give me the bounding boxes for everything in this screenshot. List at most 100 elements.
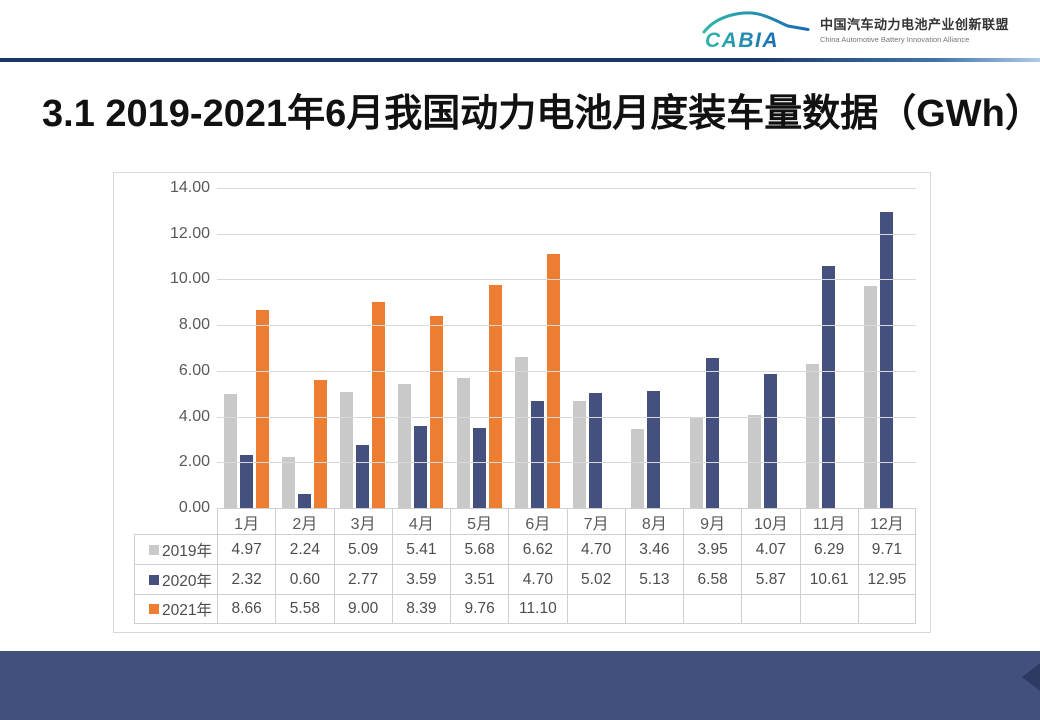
- value-cell-2021年-6月: 11.10: [508, 594, 567, 624]
- legend-cell-2021年: 2021年: [134, 594, 217, 624]
- bar-2020年-1月: [239, 454, 253, 508]
- month-header-cell: 1月: [217, 508, 276, 534]
- bar-2019年-10月: [747, 414, 761, 508]
- value-cell-2020年-11月: 10.61: [799, 564, 858, 594]
- plot-area: [217, 188, 916, 508]
- value-cell-2019年-12月: 9.71: [857, 534, 916, 564]
- bar-group-3月: [334, 188, 392, 508]
- value-cell-2020年-8月: 5.13: [624, 564, 683, 594]
- value-cell-2020年-2月: 0.60: [275, 564, 334, 594]
- value-cell-2020年-6月: 4.70: [508, 564, 567, 594]
- y-axis-tick-label: 8.00: [178, 316, 210, 334]
- value-cell-2019年-2月: 2.24: [275, 534, 334, 564]
- month-header-cell: 12月: [857, 508, 916, 534]
- y-axis-tick-label: 0.00: [178, 499, 210, 516]
- chart-frame: 0.00 2.00 4.00 6.00 8.00 10.00 12.00 14.00 1月 2月…: [113, 172, 931, 633]
- bar-2019年-5月: [456, 378, 470, 508]
- value-cell-2020年-5月: 3.51: [450, 564, 509, 594]
- legend-label-2020年: 2020年: [162, 572, 212, 590]
- gridline: [217, 370, 916, 372]
- value-cell-2020年-3月: 2.77: [333, 564, 392, 594]
- header-bar: CABIA 中国汽车动力电池产业创新联盟 China Automotive Ba…: [0, 0, 1040, 62]
- month-header-cell: 5月: [450, 508, 509, 534]
- footer-corner-triangle: [1022, 663, 1040, 691]
- bar-2019年-3月: [340, 391, 354, 508]
- value-cell-2019年-3月: 5.09: [333, 534, 392, 564]
- bar-2021年-6月: [546, 254, 560, 508]
- bar-group-2月: [275, 188, 333, 508]
- bar-group-4月: [392, 188, 450, 508]
- value-cell-2021年-5月: 9.76: [450, 594, 509, 624]
- gridline: [217, 188, 916, 189]
- bar-2019年-2月: [281, 456, 295, 508]
- legend-label-2021年: 2021年: [162, 602, 212, 619]
- bar-2019年-1月: [223, 394, 237, 508]
- value-cell-2021年-11月: [799, 594, 858, 624]
- table-corner-cell: [134, 508, 217, 534]
- value-cell-2019年-5月: 5.68: [450, 534, 509, 564]
- logo-name-en: China Automotive Battery Innovation Alli…: [820, 35, 970, 44]
- page-title: 3.1 2019-2021年6月我国动力电池月度装车量数据（GWh）: [42, 93, 1040, 135]
- value-cell-2020年-4月: 3.59: [391, 564, 450, 594]
- bar-2020年-11月: [822, 265, 836, 508]
- bar-2021年-1月: [255, 310, 269, 508]
- bars-layer: [217, 188, 916, 508]
- month-header-cell: 11月: [799, 508, 858, 534]
- month-header-cell: 8月: [624, 508, 683, 534]
- bar-2019年-4月: [398, 384, 412, 508]
- bar-group-5月: [450, 188, 508, 508]
- legend-swatch-2020年: [149, 574, 160, 585]
- footer-band: [0, 651, 1040, 720]
- value-cell-2020年-12月: 12.95: [857, 564, 916, 594]
- bar-2021年-3月: [372, 302, 386, 508]
- legend-label-2019年: 2019年: [162, 542, 212, 560]
- value-cell-2021年-7月: [566, 594, 625, 624]
- y-axis-tick-label: 10.00: [169, 270, 210, 288]
- y-axis-tick-label: 2.00: [178, 453, 210, 471]
- legend-swatch-2021年: [149, 604, 160, 614]
- value-cell-2021年-4月: 8.39: [391, 594, 450, 624]
- car-swoosh-icon: [702, 11, 810, 34]
- value-cell-2019年-11月: 6.29: [799, 534, 858, 564]
- gridline: [217, 279, 916, 281]
- month-header-cell: 6月: [508, 508, 567, 534]
- bar-group-11月: [800, 188, 858, 508]
- value-cell-2021年-2月: 5.58: [275, 594, 334, 624]
- bar-group-8月: [625, 188, 683, 508]
- bar-2020年-4月: [414, 425, 428, 508]
- value-cell-2021年-3月: 9.00: [333, 594, 392, 624]
- value-cell-2019年-1月: 4.97: [217, 534, 276, 564]
- y-axis-tick-label: 6.00: [178, 361, 210, 379]
- value-cell-2019年-9月: 3.95: [683, 534, 742, 564]
- bar-2020年-10月: [763, 373, 777, 508]
- bar-2020年-6月: [530, 400, 544, 508]
- value-cell-2021年-12月: [857, 594, 916, 624]
- month-header-cell: 4月: [391, 508, 450, 534]
- gridline: [217, 325, 916, 327]
- bar-2020年-7月: [589, 393, 603, 508]
- bar-2021年-5月: [488, 284, 502, 508]
- value-cell-2019年-6月: 6.62: [508, 534, 567, 564]
- logo-name-zh: 中国汽车动力电池产业创新联盟: [820, 17, 1010, 32]
- bar-2020年-12月: [880, 212, 894, 508]
- month-header-cell: 9月: [683, 508, 742, 534]
- y-axis-tick-label: 4.00: [178, 407, 210, 425]
- y-axis-tick-label: 14.00: [169, 179, 210, 196]
- bar-2019年-8月: [631, 428, 645, 508]
- month-header-cell: 2月: [275, 508, 334, 534]
- legend-cell-2020年: 2020年: [134, 564, 217, 594]
- header-divider-line: [0, 58, 1040, 62]
- bar-group-12月: [858, 188, 916, 508]
- bar-2021年-2月: [313, 380, 327, 508]
- legend-cell-2019年: 2019年: [134, 534, 217, 564]
- y-axis-tick-label: 12.00: [169, 224, 210, 242]
- bar-group-6月: [508, 188, 566, 508]
- month-header-cell: 3月: [333, 508, 392, 534]
- value-cell-2019年-8月: 3.46: [624, 534, 683, 564]
- value-cell-2020年-10月: 5.87: [741, 564, 800, 594]
- value-cell-2021年-10月: [741, 594, 800, 624]
- bar-2019年-7月: [573, 400, 587, 508]
- bar-group-10月: [741, 188, 799, 508]
- bar-group-1月: [217, 188, 275, 508]
